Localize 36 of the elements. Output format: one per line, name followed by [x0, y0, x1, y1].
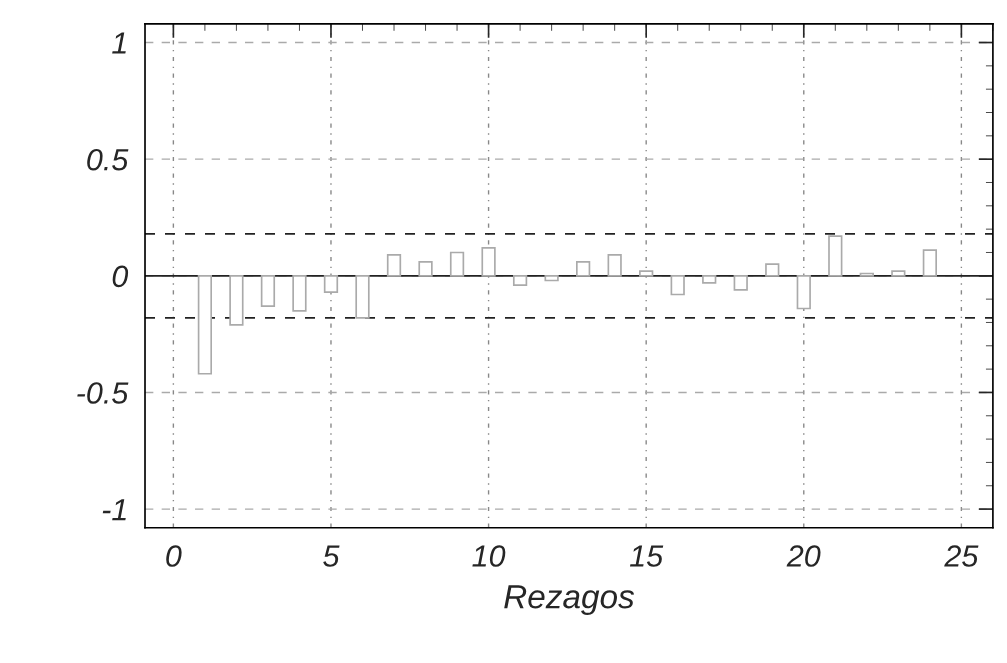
bar	[891, 270, 906, 277]
bar	[670, 274, 685, 296]
bar	[733, 274, 748, 291]
bar	[828, 235, 843, 277]
bar	[481, 246, 496, 277]
y-tick-label: 0.5	[87, 148, 129, 171]
bar	[702, 274, 717, 284]
bar	[355, 274, 370, 319]
bar	[323, 274, 339, 293]
bar	[639, 270, 654, 277]
bar	[418, 260, 433, 277]
bar	[292, 274, 307, 312]
x-tick-label: 15	[629, 545, 664, 567]
bar	[796, 274, 811, 310]
bar	[576, 260, 591, 277]
bar	[607, 253, 622, 277]
x-tick-label: 20	[786, 545, 821, 567]
y-tick-label: 0	[112, 265, 129, 288]
x-tick-label: 10	[472, 545, 506, 567]
bar	[512, 274, 528, 286]
bar	[765, 263, 780, 277]
x-tick-label: 5	[323, 545, 340, 567]
y-tick-label: -0.5	[77, 382, 129, 404]
bar	[197, 274, 213, 375]
bar	[922, 249, 938, 277]
y-tick-label: 1	[112, 32, 126, 54]
bar	[859, 272, 874, 277]
x-tick-label: 0	[166, 545, 182, 567]
bar	[544, 274, 559, 282]
x-tick-label: 25	[944, 545, 979, 567]
bar	[229, 274, 244, 326]
x-axis-title: Rezagos	[504, 585, 635, 616]
y-tick-label: -1	[102, 499, 126, 521]
bar	[449, 251, 465, 277]
bar	[386, 253, 402, 277]
bar	[260, 274, 276, 307]
